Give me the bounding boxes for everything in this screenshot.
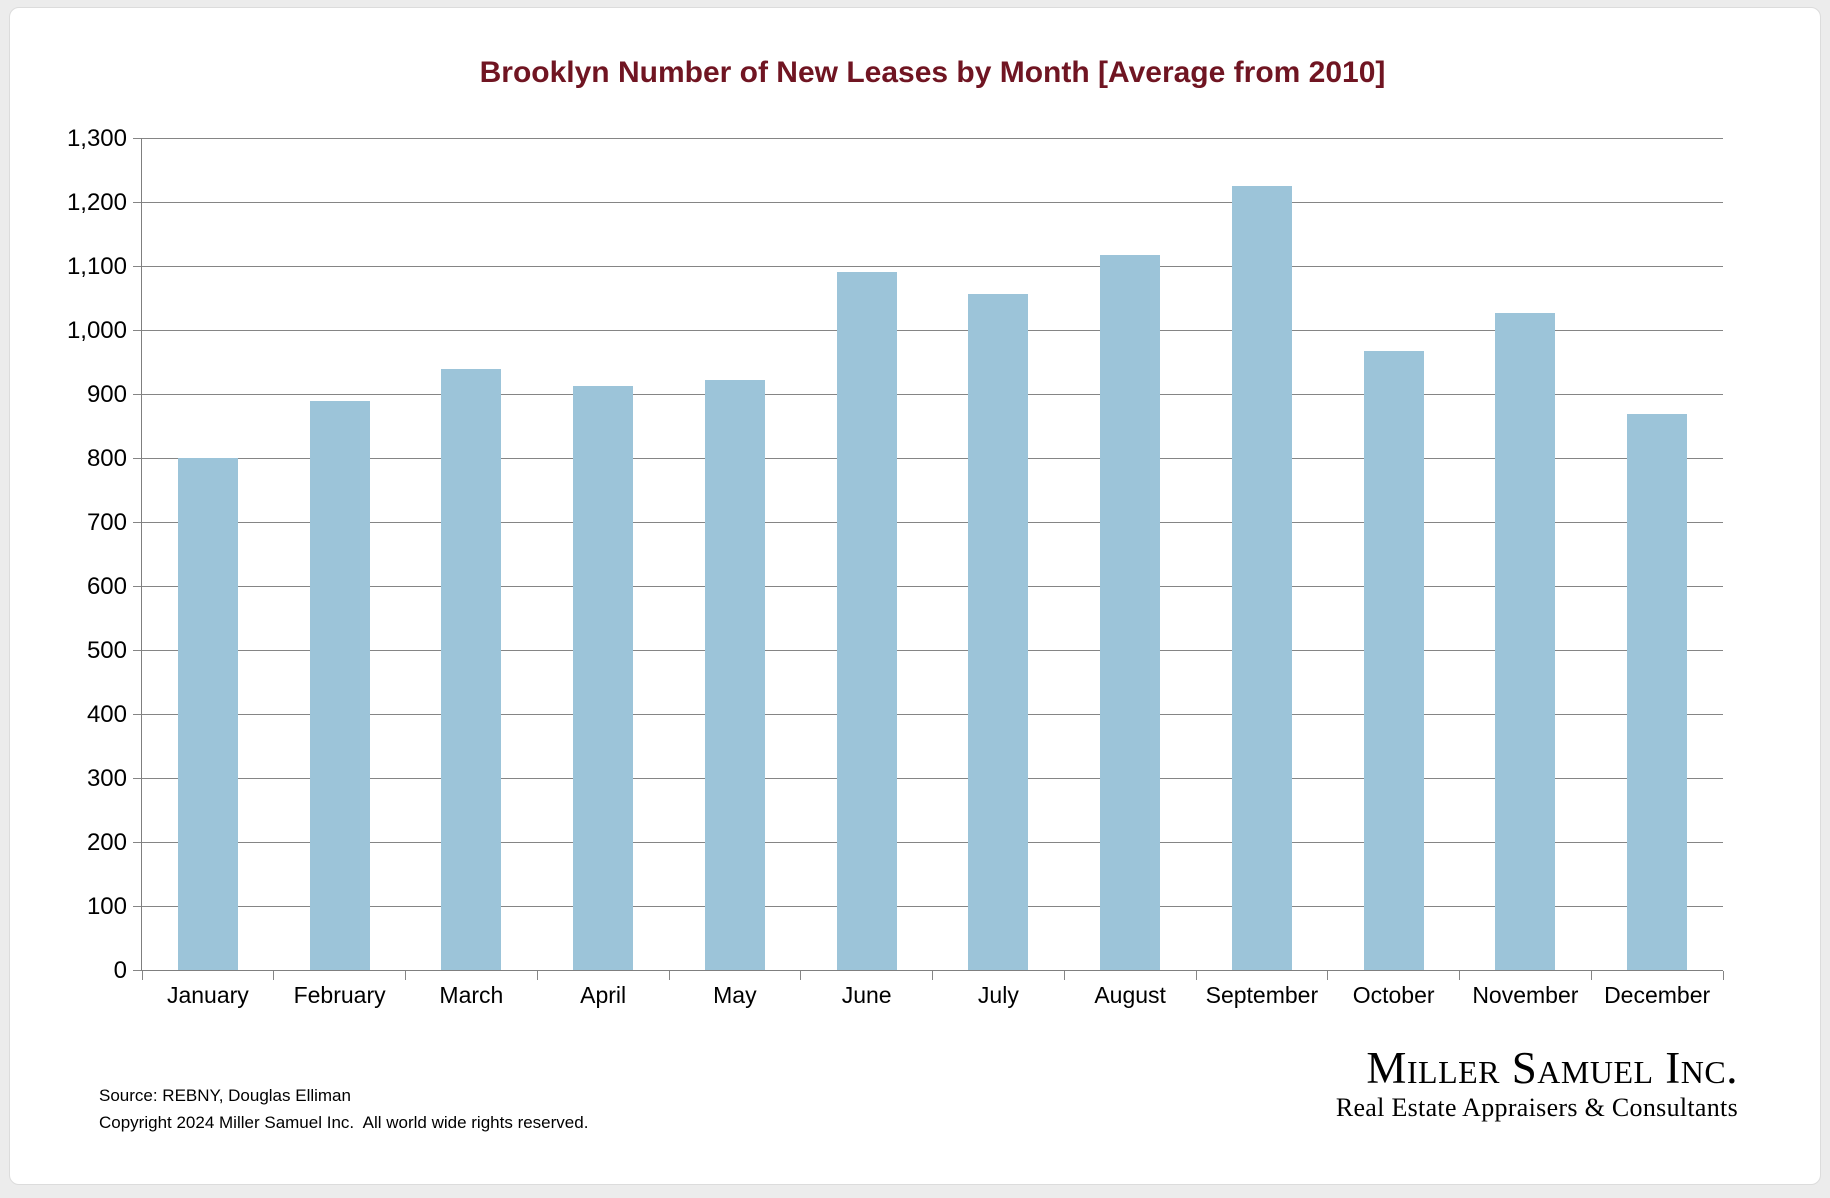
gridline — [142, 649, 1723, 651]
y-axis-label: 1,100 — [66, 252, 127, 280]
y-axis-line — [141, 138, 142, 971]
y-axis-label: 1,000 — [66, 316, 127, 344]
y-axis-label: 500 — [86, 636, 127, 664]
gridline — [142, 713, 1723, 715]
y-tick — [133, 649, 142, 651]
y-tick — [133, 137, 142, 139]
y-tick — [133, 905, 142, 907]
x-axis-label: February — [293, 982, 386, 1008]
y-tick — [133, 265, 142, 267]
miller-samuel-logo: Miller Samuel Inc. Real Estate Appraiser… — [1292, 1044, 1738, 1123]
gridline — [142, 457, 1723, 459]
x-axis-label: March — [439, 982, 504, 1008]
x-axis-label: December — [1604, 982, 1711, 1008]
y-tick — [133, 329, 142, 331]
x-axis-label: May — [713, 982, 757, 1008]
y-axis-label: 1,300 — [66, 124, 127, 152]
chart-title: Brooklyn Number of New Leases by Month [… — [479, 56, 1386, 89]
gridline — [142, 905, 1723, 907]
x-tick — [1195, 971, 1197, 980]
gridline — [142, 201, 1723, 203]
y-axis-label: 1,200 — [66, 188, 127, 216]
x-tick — [1722, 971, 1724, 980]
x-tick — [932, 971, 933, 980]
x-tick — [273, 971, 275, 980]
y-tick — [133, 521, 142, 523]
x-tick — [405, 971, 406, 980]
gridline — [142, 265, 1723, 267]
bar-january — [177, 458, 238, 971]
x-tick — [141, 971, 143, 980]
x-axis-label: June — [841, 982, 892, 1008]
y-tick — [133, 585, 142, 587]
y-tick — [133, 713, 142, 715]
x-axis-label: November — [1472, 982, 1579, 1008]
y-axis-label: 0 — [113, 957, 127, 984]
y-axis-label: 100 — [86, 892, 127, 920]
x-tick — [1327, 971, 1329, 980]
x-axis-label: April — [580, 982, 627, 1008]
x-axis-label: January — [166, 982, 249, 1008]
gridline — [142, 393, 1723, 395]
gridline — [142, 329, 1723, 331]
y-tick — [133, 777, 142, 779]
x-tick — [536, 971, 538, 980]
bar-august — [1100, 255, 1161, 971]
y-axis-label: 200 — [86, 828, 127, 856]
bar-november — [1495, 312, 1556, 971]
gridline — [142, 970, 1723, 971]
bar-june — [836, 271, 897, 971]
y-axis-label: 900 — [86, 380, 127, 408]
bar-february — [309, 400, 370, 971]
x-tick — [1063, 971, 1065, 980]
x-tick — [800, 971, 802, 980]
gridline — [142, 521, 1723, 523]
x-axis-label: August — [1094, 982, 1166, 1008]
bar-march — [441, 368, 502, 971]
copyright-note: Copyright 2024 Miller Samuel Inc. All wo… — [99, 1113, 589, 1132]
gridline — [142, 137, 1723, 139]
source-note: Source: REBNY, Douglas Elliman — [99, 1086, 351, 1105]
logo-tagline: Real Estate Appraisers & Consultants — [1335, 1093, 1738, 1122]
bar-april — [573, 386, 634, 971]
x-tick — [1459, 971, 1460, 980]
gridline — [142, 841, 1723, 843]
logo-company-name: Miller Samuel Inc. — [1366, 1043, 1738, 1093]
x-tick — [668, 971, 670, 980]
y-axis-label: 700 — [86, 508, 127, 536]
y-tick — [133, 457, 142, 459]
x-axis-label: July — [977, 982, 1019, 1008]
y-axis-label: 400 — [86, 700, 127, 728]
bar-october — [1363, 351, 1424, 971]
y-axis-label: 600 — [86, 572, 127, 600]
bar-december — [1627, 414, 1688, 971]
bar-july — [968, 294, 1029, 971]
bar-may — [704, 380, 765, 971]
gridline — [142, 585, 1723, 587]
y-tick — [133, 201, 142, 203]
y-tick — [133, 970, 142, 971]
y-tick — [133, 841, 142, 843]
y-tick — [133, 393, 142, 395]
gridline — [142, 777, 1723, 779]
y-axis-label: 800 — [86, 444, 127, 472]
bar-september — [1231, 186, 1292, 971]
y-axis-label: 300 — [86, 764, 127, 792]
x-tick — [1590, 971, 1592, 980]
x-axis-label: September — [1205, 982, 1319, 1008]
x-axis-label: October — [1352, 982, 1435, 1008]
